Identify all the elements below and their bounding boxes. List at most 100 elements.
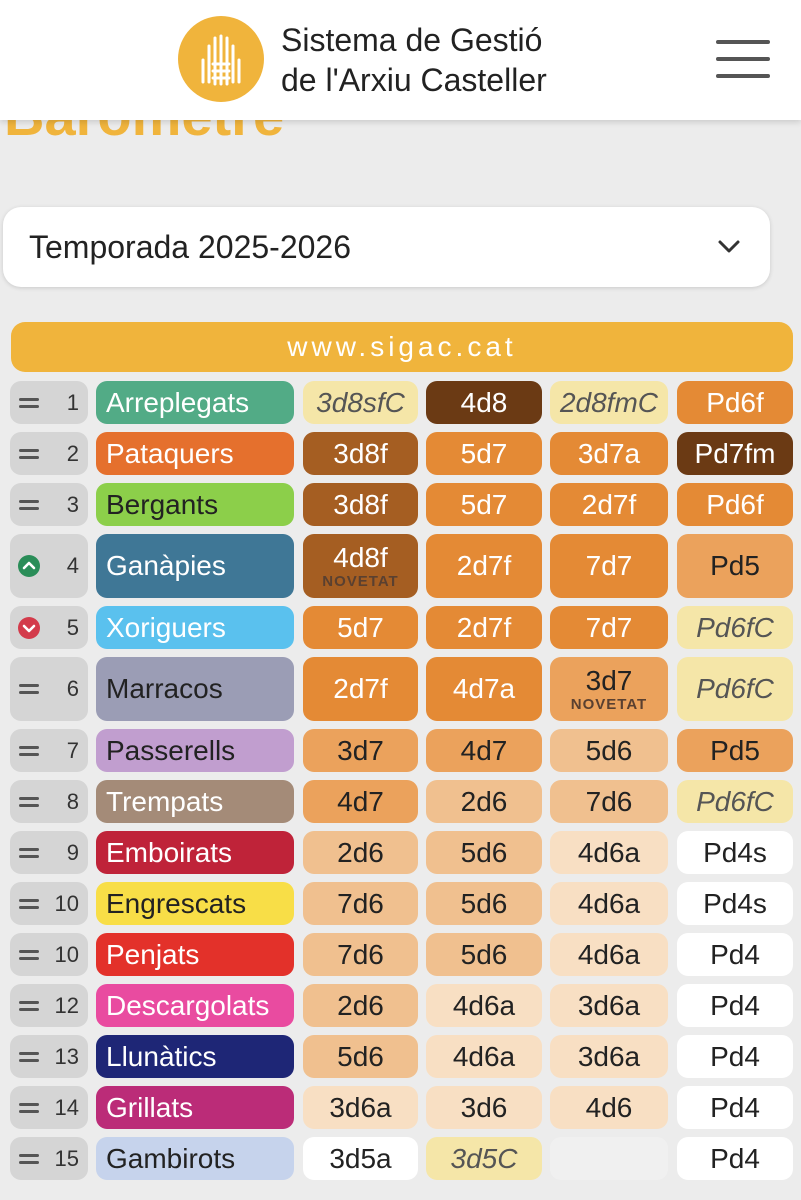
table-row[interactable]: 10 Penjats 7d6 5d6 4d6a Pd4 xyxy=(0,933,801,976)
castell-cell[interactable]: 2d6 xyxy=(303,831,418,874)
table-row[interactable]: 15 Gambirots 3d5a 3d5C Pd4 xyxy=(0,1137,801,1180)
table-row[interactable]: 8 Trempats 4d7 2d6 7d6 Pd6fC xyxy=(0,780,801,823)
castell-cell[interactable]: 2d6 xyxy=(426,780,542,823)
table-row[interactable]: 12 Descargolats 2d6 4d6a 3d6a Pd4 xyxy=(0,984,801,1027)
team-cell[interactable]: Pataquers xyxy=(96,432,294,475)
castell-value: Pd7fm xyxy=(694,437,776,469)
sigac-castle-logo-icon[interactable] xyxy=(178,16,264,102)
castell-cell[interactable]: 5d7 xyxy=(426,432,542,475)
castell-cell[interactable]: 5d7 xyxy=(303,606,418,649)
castell-cell[interactable]: 5d6 xyxy=(426,882,542,925)
table-row[interactable]: 13 Llunàtics 5d6 4d6a 3d6a Pd4 xyxy=(0,1035,801,1078)
castell-cell[interactable]: 4d7 xyxy=(303,780,418,823)
table-row[interactable]: 3 Bergants 3d8f 5d7 2d7f Pd6f xyxy=(0,483,801,526)
castell-cell[interactable]: 3d7 NOVETAT xyxy=(550,657,668,721)
table-row[interactable]: 14 Grillats 3d6a 3d6 4d6 Pd4 xyxy=(0,1086,801,1129)
table-row[interactable]: 9 Emboirats 2d6 5d6 4d6a Pd4s xyxy=(0,831,801,874)
sigac-website-banner[interactable]: www.sigac.cat xyxy=(11,322,793,372)
team-cell[interactable]: Trempats xyxy=(96,780,294,823)
castell-cell[interactable]: 2d7f xyxy=(550,483,668,526)
castell-cell[interactable]: 4d6a xyxy=(550,831,668,874)
castell-cell[interactable]: 3d6a xyxy=(550,1035,668,1078)
castell-cell[interactable]: 3d6a xyxy=(303,1086,418,1129)
team-cell[interactable]: Descargolats xyxy=(96,984,294,1027)
castell-cell[interactable]: 2d7f xyxy=(426,606,542,649)
castell-cell[interactable]: Pd7fm xyxy=(677,432,793,475)
castell-cell[interactable]: 5d7 xyxy=(426,483,542,526)
castell-cell[interactable]: Pd6fC xyxy=(677,780,793,823)
team-cell[interactable]: Gambirots xyxy=(96,1137,294,1180)
castell-cell[interactable]: Pd6fC xyxy=(677,657,793,721)
castell-cell[interactable]: Pd4s xyxy=(677,882,793,925)
castell-cell[interactable]: 7d7 xyxy=(550,534,668,598)
team-cell[interactable]: Llunàtics xyxy=(96,1035,294,1078)
rank-cell: 15 xyxy=(10,1137,88,1180)
season-select[interactable]: Temporada 2025-2026 xyxy=(3,207,770,287)
castell-cell[interactable]: 3d6 xyxy=(426,1086,542,1129)
castell-value: 3d5a xyxy=(329,1142,392,1174)
table-row[interactable]: 1 Arreplegats 3d8sfC 4d8 2d8fmC Pd6f xyxy=(0,381,801,424)
castell-cell[interactable]: 3d7 xyxy=(303,729,418,772)
team-cell[interactable]: Emboirats xyxy=(96,831,294,874)
castell-cell[interactable]: 4d6 xyxy=(550,1086,668,1129)
castell-cell[interactable]: Pd4s xyxy=(677,831,793,874)
team-cell[interactable]: Penjats xyxy=(96,933,294,976)
castell-cell[interactable]: 5d6 xyxy=(426,933,542,976)
castell-cell[interactable]: Pd6f xyxy=(677,483,793,526)
castell-cell[interactable]: 7d6 xyxy=(303,933,418,976)
castell-cell[interactable]: 2d7f xyxy=(303,657,418,721)
castell-cell[interactable]: Pd4 xyxy=(677,984,793,1027)
castell-value: 3d8f xyxy=(333,488,388,520)
castell-cell[interactable]: Pd4 xyxy=(677,1086,793,1129)
trend-equal-icon xyxy=(19,1051,39,1062)
table-row[interactable]: 4 Ganàpies 4d8f NOVETAT 2d7f 7d7 Pd5 xyxy=(0,534,801,598)
castell-cell[interactable]: 7d7 xyxy=(550,606,668,649)
team-cell[interactable]: Bergants xyxy=(96,483,294,526)
table-row[interactable]: 10 Engrescats 7d6 5d6 4d6a Pd4s xyxy=(0,882,801,925)
castell-cell[interactable]: 4d7a xyxy=(426,657,542,721)
castell-cell[interactable]: Pd4 xyxy=(677,1035,793,1078)
castell-cell[interactable]: 4d8f NOVETAT xyxy=(303,534,418,598)
castell-cell[interactable]: 3d6a xyxy=(550,984,668,1027)
castell-cell[interactable]: 3d8f xyxy=(303,432,418,475)
castell-cell[interactable] xyxy=(550,1137,668,1180)
castell-cell[interactable]: 4d6a xyxy=(426,1035,542,1078)
castell-cell[interactable]: Pd5 xyxy=(677,534,793,598)
table-row[interactable]: 5 Xoriguers 5d7 2d7f 7d7 Pd6fC xyxy=(0,606,801,649)
castell-cell[interactable]: 7d6 xyxy=(303,882,418,925)
team-cell[interactable]: Engrescats xyxy=(96,882,294,925)
table-row[interactable]: 2 Pataquers 3d8f 5d7 3d7a Pd7fm xyxy=(0,432,801,475)
castell-cell[interactable]: 3d5a xyxy=(303,1137,418,1180)
castell-cell[interactable]: 7d6 xyxy=(550,780,668,823)
castell-cell[interactable]: Pd4 xyxy=(677,1137,793,1180)
castell-cell[interactable]: 4d7 xyxy=(426,729,542,772)
castell-cell[interactable]: 5d6 xyxy=(426,831,542,874)
team-cell[interactable]: Grillats xyxy=(96,1086,294,1129)
castell-cell[interactable]: Pd6fC xyxy=(677,606,793,649)
castell-cell[interactable]: 3d7a xyxy=(550,432,668,475)
castell-cell[interactable]: 2d8fmC xyxy=(550,381,668,424)
hamburger-menu-icon[interactable] xyxy=(716,38,770,80)
castell-cell[interactable]: 5d6 xyxy=(550,729,668,772)
castell-cell[interactable]: 4d8 xyxy=(426,381,542,424)
team-cell[interactable]: Passerells xyxy=(96,729,294,772)
castell-cell[interactable]: 4d6a xyxy=(550,882,668,925)
table-row[interactable]: 7 Passerells 3d7 4d7 5d6 Pd5 xyxy=(0,729,801,772)
castell-cell[interactable]: 3d8f xyxy=(303,483,418,526)
team-cell[interactable]: Marracos xyxy=(96,657,294,721)
castell-value: Pd6f xyxy=(706,488,764,520)
castell-cell[interactable]: 5d6 xyxy=(303,1035,418,1078)
castell-cell[interactable]: 4d6a xyxy=(426,984,542,1027)
castell-cell[interactable]: 4d6a xyxy=(550,933,668,976)
castell-cell[interactable]: 2d7f xyxy=(426,534,542,598)
castell-cell[interactable]: Pd6f xyxy=(677,381,793,424)
castell-cell[interactable]: 2d6 xyxy=(303,984,418,1027)
castell-cell[interactable]: Pd4 xyxy=(677,933,793,976)
team-cell[interactable]: Xoriguers xyxy=(96,606,294,649)
team-cell[interactable]: Ganàpies xyxy=(96,534,294,598)
castell-cell[interactable]: 3d5C xyxy=(426,1137,542,1180)
team-cell[interactable]: Arreplegats xyxy=(96,381,294,424)
castell-cell[interactable]: 3d8sfC xyxy=(303,381,418,424)
castell-cell[interactable]: Pd5 xyxy=(677,729,793,772)
table-row[interactable]: 6 Marracos 2d7f 4d7a 3d7 NOVETAT Pd6fC xyxy=(0,657,801,721)
